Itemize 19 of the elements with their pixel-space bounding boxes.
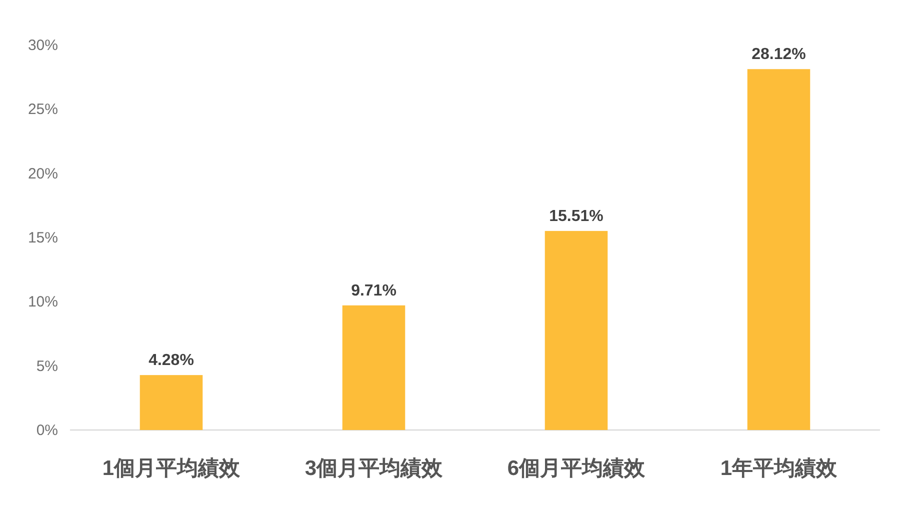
data-label: 9.71% [351, 282, 396, 300]
y-tick-label: 30% [28, 37, 58, 54]
y-tick-label: 20% [28, 165, 58, 182]
data-label: 28.12% [752, 46, 806, 64]
x-tick-label: 1年平均績效 [720, 457, 838, 480]
bar [342, 305, 406, 430]
x-tick-label: 3個月平均績效 [304, 457, 444, 480]
data-label: 15.51% [549, 208, 604, 225]
data-label: 4.28% [148, 352, 194, 370]
y-tick-label: 0% [36, 422, 58, 439]
bar [544, 230, 608, 430]
x-tick-label: 1個月平均績效 [102, 457, 242, 480]
x-tick-label: 6個月平均績效 [507, 457, 646, 480]
y-tick-label: 25% [28, 101, 58, 118]
y-tick-label: 15% [28, 230, 58, 246]
y-tick-label: 5% [36, 358, 58, 375]
bar [747, 69, 810, 430]
y-tick-label: 10% [28, 294, 58, 311]
bar [140, 375, 203, 430]
